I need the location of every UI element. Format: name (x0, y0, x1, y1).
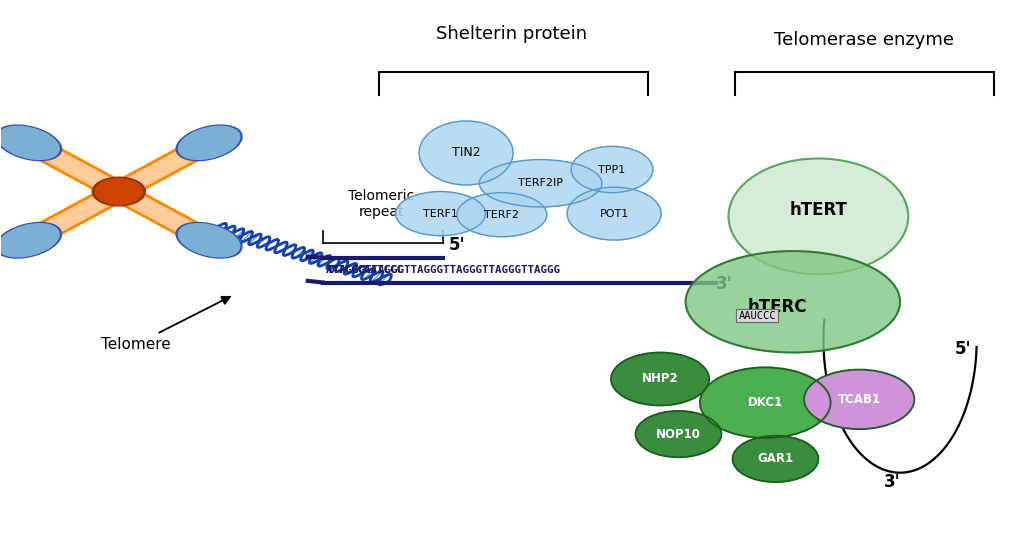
Ellipse shape (0, 224, 59, 257)
Text: NOP10: NOP10 (656, 428, 700, 440)
Ellipse shape (178, 126, 240, 160)
Circle shape (92, 177, 145, 206)
Text: hTERC: hTERC (748, 298, 807, 316)
Text: TERF2IP: TERF2IP (518, 178, 563, 188)
Text: 3': 3' (884, 473, 900, 491)
Ellipse shape (479, 160, 602, 207)
Ellipse shape (178, 224, 240, 257)
Circle shape (700, 367, 830, 438)
Text: Telomere: Telomere (101, 297, 230, 352)
Text: TCAB1: TCAB1 (838, 393, 881, 406)
Text: Shelterin protein: Shelterin protein (436, 25, 588, 43)
Text: 3': 3' (716, 275, 733, 293)
Ellipse shape (567, 187, 662, 240)
Text: POT1: POT1 (599, 209, 629, 219)
Ellipse shape (0, 125, 61, 161)
Ellipse shape (457, 193, 547, 237)
Ellipse shape (419, 121, 513, 185)
Text: 5': 5' (449, 236, 465, 254)
Text: AATCCCAATCCC: AATCCCAATCCC (326, 265, 404, 275)
Text: TERF1: TERF1 (423, 209, 458, 219)
Ellipse shape (176, 125, 242, 161)
Text: TERF2: TERF2 (484, 210, 519, 220)
Circle shape (611, 352, 709, 406)
Text: hTERT: hTERT (790, 201, 847, 219)
Ellipse shape (571, 146, 653, 193)
Text: Telomerase enzyme: Telomerase enzyme (774, 31, 954, 49)
Text: DKC1: DKC1 (748, 396, 783, 409)
Ellipse shape (686, 251, 900, 352)
Text: Telomeric
repeat: Telomeric repeat (348, 189, 415, 219)
Circle shape (804, 370, 914, 429)
Text: GAR1: GAR1 (758, 453, 794, 465)
Circle shape (95, 179, 142, 204)
Text: TIN2: TIN2 (452, 146, 480, 160)
Text: 5': 5' (955, 340, 972, 358)
Ellipse shape (0, 126, 59, 160)
Text: TPP1: TPP1 (598, 165, 626, 175)
Text: AAUCCC: AAUCCC (738, 311, 776, 321)
Ellipse shape (728, 158, 908, 274)
Circle shape (636, 411, 721, 457)
Circle shape (732, 436, 818, 482)
Text: TTAGGGTTAGGGTTAGGGTTAGGGTTAGGGTTAGGG: TTAGGGTTAGGGTTAGGGTTAGGGTTAGGGTTAGGG (326, 265, 560, 275)
Ellipse shape (176, 223, 242, 258)
Text: NHP2: NHP2 (642, 372, 678, 386)
Ellipse shape (0, 223, 61, 258)
Ellipse shape (395, 192, 485, 235)
